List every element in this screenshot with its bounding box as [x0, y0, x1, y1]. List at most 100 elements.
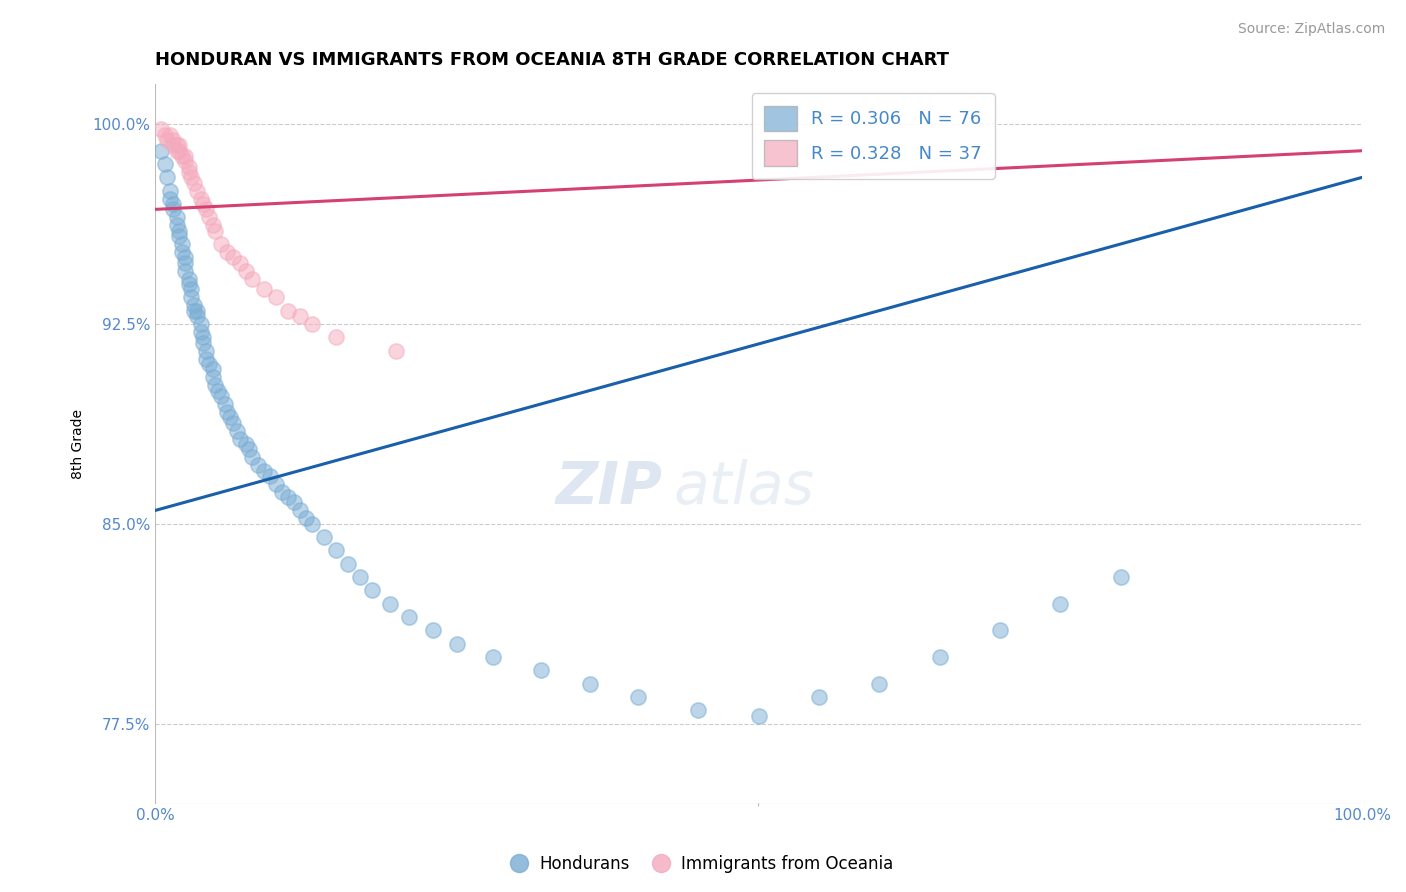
- Point: [193, 197, 215, 211]
- Point: [193, 335, 215, 350]
- Point: [183, 298, 205, 312]
- Point: [380, 597, 402, 611]
- Point: [283, 495, 305, 509]
- Point: [204, 224, 226, 238]
- Point: [259, 468, 281, 483]
- Point: [240, 450, 263, 465]
- Point: [325, 543, 347, 558]
- Point: [194, 343, 217, 358]
- Point: [688, 703, 710, 717]
- Point: [180, 290, 202, 304]
- Point: [868, 676, 890, 690]
- Point: [578, 676, 600, 690]
- Point: [174, 263, 197, 277]
- Point: [190, 325, 212, 339]
- Point: [183, 303, 205, 318]
- Point: [222, 416, 245, 430]
- Point: [325, 330, 347, 344]
- Point: [361, 583, 384, 598]
- Point: [301, 516, 323, 531]
- Point: [174, 149, 197, 163]
- Point: [159, 184, 181, 198]
- Point: [209, 389, 232, 403]
- Point: [170, 149, 193, 163]
- Point: [1109, 570, 1132, 584]
- Point: [153, 128, 176, 142]
- Point: [162, 202, 184, 217]
- Point: [385, 343, 408, 358]
- Point: [190, 192, 212, 206]
- Point: [167, 144, 190, 158]
- Point: [228, 255, 250, 269]
- Point: [177, 271, 200, 285]
- Point: [167, 138, 190, 153]
- Point: [177, 160, 200, 174]
- Point: [807, 690, 830, 704]
- Point: [180, 282, 202, 296]
- Point: [162, 138, 184, 153]
- Point: [240, 271, 263, 285]
- Point: [422, 624, 444, 638]
- Point: [183, 176, 205, 190]
- Point: [186, 303, 208, 318]
- Point: [238, 442, 260, 457]
- Point: [174, 255, 197, 269]
- Point: [193, 330, 215, 344]
- Point: [217, 405, 239, 419]
- Point: [201, 370, 224, 384]
- Point: [198, 357, 221, 371]
- Point: [337, 557, 360, 571]
- Point: [170, 237, 193, 252]
- Point: [162, 133, 184, 147]
- Point: [156, 170, 179, 185]
- Point: [264, 476, 287, 491]
- Point: [222, 250, 245, 264]
- Point: [295, 511, 318, 525]
- Point: [235, 437, 257, 451]
- Point: [228, 432, 250, 446]
- Point: [209, 237, 232, 252]
- Point: [482, 650, 505, 665]
- Point: [226, 424, 249, 438]
- Point: [928, 650, 950, 665]
- Point: [194, 202, 217, 217]
- Point: [186, 309, 208, 323]
- Point: [747, 708, 769, 723]
- Point: [201, 219, 224, 233]
- Point: [201, 362, 224, 376]
- Point: [190, 317, 212, 331]
- Point: [167, 229, 190, 244]
- Point: [174, 154, 197, 169]
- Point: [217, 245, 239, 260]
- Point: [166, 144, 188, 158]
- Point: [246, 458, 269, 473]
- Point: [530, 664, 553, 678]
- Text: atlas: atlas: [673, 458, 815, 516]
- Point: [207, 384, 229, 398]
- Point: [194, 351, 217, 366]
- Point: [270, 484, 292, 499]
- Point: [153, 157, 176, 171]
- Point: [349, 570, 371, 584]
- Point: [277, 303, 299, 318]
- Point: [446, 637, 468, 651]
- Point: [162, 197, 184, 211]
- Point: [277, 490, 299, 504]
- Text: HONDURAN VS IMMIGRANTS FROM OCEANIA 8TH GRADE CORRELATION CHART: HONDURAN VS IMMIGRANTS FROM OCEANIA 8TH …: [155, 51, 949, 69]
- Point: [288, 309, 311, 323]
- Point: [159, 128, 181, 142]
- Point: [988, 624, 1011, 638]
- Point: [177, 165, 200, 179]
- Point: [198, 211, 221, 225]
- Point: [159, 192, 181, 206]
- Point: [1049, 597, 1071, 611]
- Point: [180, 170, 202, 185]
- Point: [156, 133, 179, 147]
- Point: [150, 122, 173, 136]
- Point: [264, 290, 287, 304]
- Point: [398, 610, 420, 624]
- Legend: Hondurans, Immigrants from Oceania: Hondurans, Immigrants from Oceania: [506, 848, 900, 880]
- Point: [627, 690, 650, 704]
- Y-axis label: 8th Grade: 8th Grade: [72, 409, 86, 479]
- Point: [253, 463, 276, 477]
